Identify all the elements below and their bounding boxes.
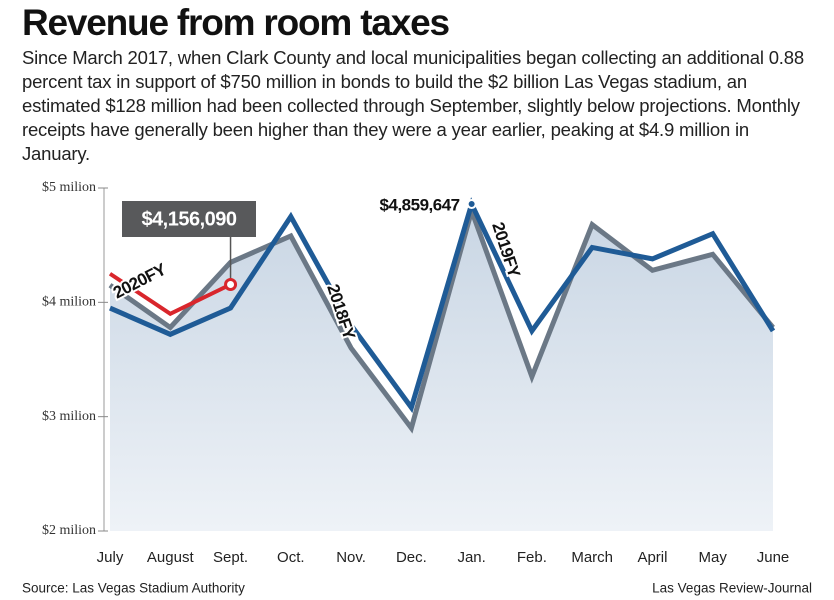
area [110, 210, 773, 531]
x-tick-label: Feb. [517, 549, 547, 566]
x-tick-label: March [571, 549, 613, 566]
x-tick-label: Sept. [213, 549, 248, 566]
x-tick-label: May [699, 549, 728, 566]
point [466, 199, 477, 210]
y-tick-label: $3 milion [42, 409, 96, 424]
x-tick-label: Oct. [277, 549, 305, 566]
y-tick-label: $5 milion [42, 180, 96, 195]
x-tick-label: April [637, 549, 667, 566]
x-tick-label: Jan. [457, 549, 485, 566]
source: Source: Las Vegas Stadium Authority [22, 581, 245, 596]
x-tick-label: Nov. [336, 549, 366, 566]
series-line [108, 202, 775, 434]
x-tick-label: June [757, 549, 790, 566]
x-tick-label: July [97, 549, 124, 566]
series-line [109, 197, 776, 414]
point [224, 277, 238, 291]
value-label: $4,859,647 [380, 196, 460, 215]
y-tick-label: $4 milion [42, 295, 96, 310]
chart-subtitle: Since March 2017, when Clark County and … [22, 47, 804, 164]
series-line [108, 272, 232, 317]
x-tick-label: August [147, 549, 195, 566]
y-tick-label: $2 milion [42, 523, 96, 538]
value-label: $4,156,090 [141, 208, 236, 230]
x-tick-label: Dec. [396, 549, 427, 566]
chart-title: Revenue from room taxes [22, 2, 450, 43]
callout-box [122, 201, 256, 237]
credit: Las Vegas Review-Journal [652, 581, 812, 596]
